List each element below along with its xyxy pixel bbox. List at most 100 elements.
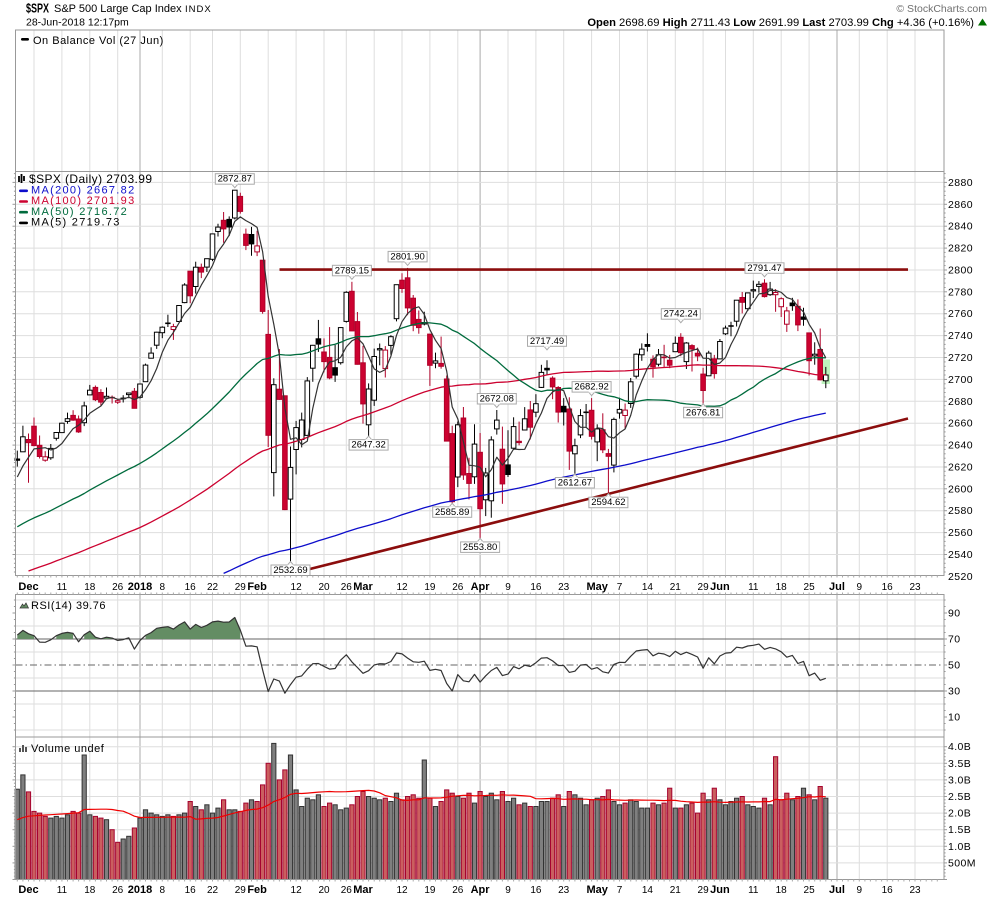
svg-text:23: 23	[909, 582, 921, 593]
svg-text:2553.80: 2553.80	[463, 542, 497, 553]
svg-text:12: 12	[396, 582, 408, 593]
svg-text:2700: 2700	[948, 374, 973, 386]
svg-text:9: 9	[505, 582, 511, 593]
svg-text:18: 18	[776, 885, 788, 896]
svg-text:19: 19	[424, 582, 436, 593]
svg-text:2820: 2820	[948, 243, 973, 255]
svg-text:2860: 2860	[948, 199, 973, 211]
svg-text:May: May	[586, 581, 608, 593]
svg-text:8: 8	[160, 582, 166, 593]
svg-text:20: 20	[318, 582, 330, 593]
svg-text:9: 9	[857, 582, 863, 593]
svg-text:$SPX: $SPX	[26, 2, 49, 16]
svg-text:50: 50	[948, 660, 960, 672]
svg-text:28-Jun-2018 12:17pm: 28-Jun-2018 12:17pm	[26, 17, 129, 29]
svg-text:25: 25	[804, 582, 816, 593]
svg-text:Feb: Feb	[247, 884, 267, 896]
svg-text:MA(5) 2719.73: MA(5) 2719.73	[31, 217, 121, 229]
svg-text:2585.89: 2585.89	[435, 507, 469, 518]
svg-text:Jun: Jun	[710, 884, 730, 896]
svg-text:On Balance Vol (27 Jun): On Balance Vol (27 Jun)	[33, 35, 164, 47]
svg-text:18: 18	[84, 582, 96, 593]
svg-text:2620: 2620	[948, 462, 973, 474]
svg-text:29: 29	[235, 885, 247, 896]
svg-text:25: 25	[804, 885, 816, 896]
svg-text:23: 23	[558, 582, 570, 593]
svg-text:2872.87: 2872.87	[218, 174, 252, 185]
svg-text:20: 20	[318, 885, 330, 896]
svg-text:23: 23	[909, 885, 921, 896]
svg-text:Volume undef: Volume undef	[31, 743, 105, 755]
svg-text:29: 29	[698, 582, 710, 593]
svg-text:Mar: Mar	[353, 581, 373, 593]
svg-text:16: 16	[530, 885, 542, 896]
svg-text:2676.81: 2676.81	[686, 407, 720, 418]
svg-text:2789.15: 2789.15	[335, 265, 369, 276]
svg-text:18: 18	[84, 885, 96, 896]
svg-text:9: 9	[857, 885, 863, 896]
svg-text:Feb: Feb	[247, 581, 267, 593]
svg-text:26: 26	[112, 885, 124, 896]
svg-text:2520: 2520	[948, 571, 973, 583]
svg-text:9: 9	[505, 885, 511, 896]
svg-text:Mar: Mar	[353, 884, 373, 896]
svg-text:12: 12	[291, 885, 303, 896]
svg-text:11: 11	[748, 582, 759, 593]
svg-text:MA(200) 2667.82: MA(200) 2667.82	[31, 185, 136, 197]
svg-text:2647.32: 2647.32	[351, 440, 385, 451]
svg-text:2018: 2018	[128, 884, 152, 896]
svg-text:500M: 500M	[948, 857, 976, 869]
svg-text:22: 22	[207, 582, 219, 593]
svg-text:RSI(14) 39.76: RSI(14) 39.76	[31, 600, 106, 612]
svg-text:26: 26	[112, 582, 124, 593]
svg-text:Apr: Apr	[471, 884, 491, 896]
svg-text:2560: 2560	[948, 527, 973, 539]
svg-text:Dec: Dec	[18, 884, 38, 896]
svg-text:7: 7	[617, 582, 623, 593]
svg-text:26: 26	[341, 582, 353, 593]
svg-text:May: May	[586, 884, 608, 896]
svg-text:21: 21	[670, 885, 682, 896]
svg-text:Open 2698.69 High 2711.43 Low: Open 2698.69 High 2711.43 Low 2691.99 La…	[587, 17, 974, 29]
svg-text:16: 16	[882, 582, 894, 593]
svg-text:2640: 2640	[948, 440, 973, 452]
svg-text:90: 90	[948, 608, 960, 620]
svg-text:Dec: Dec	[18, 581, 38, 593]
svg-text:2791.47: 2791.47	[747, 263, 781, 274]
svg-text:2540: 2540	[948, 549, 973, 561]
svg-text:4.0B: 4.0B	[948, 741, 971, 753]
svg-text:11: 11	[57, 885, 68, 896]
svg-text:23: 23	[558, 885, 570, 896]
svg-text:18: 18	[776, 582, 788, 593]
svg-text:16: 16	[530, 582, 542, 593]
svg-text:2594.62: 2594.62	[591, 497, 625, 508]
svg-text:29: 29	[235, 582, 247, 593]
svg-text:2717.49: 2717.49	[530, 336, 564, 347]
svg-text:INDX: INDX	[185, 4, 212, 15]
svg-text:21: 21	[670, 582, 682, 593]
svg-text:22: 22	[207, 885, 219, 896]
svg-text:2720: 2720	[948, 352, 973, 364]
svg-text:2532.69: 2532.69	[273, 565, 307, 576]
svg-text:Jul: Jul	[829, 884, 845, 896]
svg-text:2740: 2740	[948, 330, 973, 342]
svg-text:2018: 2018	[128, 581, 152, 593]
svg-text:MA(100) 2701.93: MA(100) 2701.93	[31, 195, 136, 207]
svg-text:2.0B: 2.0B	[948, 808, 971, 820]
svg-text:2.5B: 2.5B	[948, 791, 971, 803]
svg-text:10: 10	[948, 712, 960, 724]
svg-text:11: 11	[57, 582, 68, 593]
svg-text:2742.24: 2742.24	[664, 309, 698, 320]
svg-text:7: 7	[617, 885, 623, 896]
svg-text:70: 70	[948, 634, 960, 646]
svg-text:12: 12	[291, 582, 303, 593]
svg-text:Jun: Jun	[710, 581, 730, 593]
svg-text:1.0B: 1.0B	[948, 841, 971, 853]
svg-text:2760: 2760	[948, 308, 973, 320]
svg-text:Jul: Jul	[829, 581, 845, 593]
svg-text:2672.08: 2672.08	[480, 394, 514, 405]
svg-text:$SPX (Daily) 2703.99: $SPX (Daily) 2703.99	[29, 172, 152, 186]
svg-text:8: 8	[160, 885, 166, 896]
svg-text:MA(50) 2716.72: MA(50) 2716.72	[31, 206, 128, 218]
svg-text:16: 16	[185, 582, 197, 593]
